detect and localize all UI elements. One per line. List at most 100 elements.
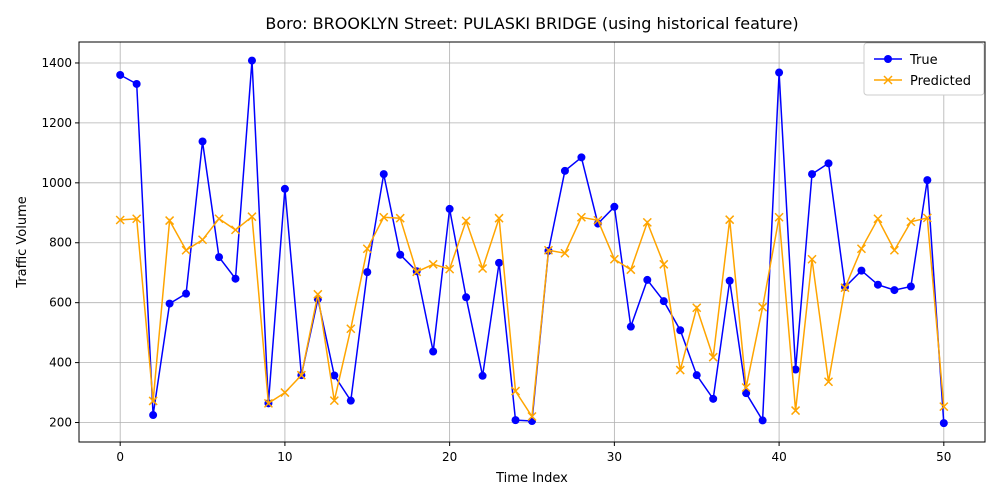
series-group [115,56,949,428]
data-point-predicted [692,303,702,313]
data-point-true [116,70,125,79]
data-point-true [478,371,487,380]
data-point-predicted [774,212,784,222]
legend: True Predicted [863,42,985,96]
data-point-predicted [148,396,158,406]
data-point-predicted [560,248,570,258]
axis-ticks: 0 10 20 30 40 50 200 400 600 800 1000 1200 1400 [41,56,951,464]
data-point-predicted [445,264,455,274]
legend-true-marker [884,55,892,63]
y-tick-label: 200 [49,416,72,430]
data-point-true [775,68,784,77]
series-predicted [115,212,949,422]
data-point-true [182,289,191,298]
data-point-true [725,276,734,285]
y-tick-label: 1200 [41,116,72,130]
data-point-predicted [329,396,339,406]
data-point-predicted [379,212,389,222]
data-point-predicted [510,386,521,396]
data-point-true [379,170,388,179]
data-point-predicted [626,265,636,275]
data-point-true [692,371,701,380]
y-tick-label: 1400 [41,56,72,70]
data-point-true [791,365,800,374]
data-point-predicted [609,254,619,264]
data-point-predicted [642,217,652,227]
data-point-predicted [906,217,916,227]
data-point-predicted [725,215,735,225]
data-point-predicted [576,212,586,222]
x-tick-label: 0 [116,450,124,464]
legend-predicted-marker [883,75,893,85]
data-point-true [643,275,652,284]
x-tick-label: 30 [607,450,622,464]
data-point-true [495,258,504,267]
x-tick-label: 20 [442,450,457,464]
y-tick-label: 800 [49,236,72,250]
data-point-true [923,176,932,185]
data-point-predicted [856,244,866,254]
data-point-true [560,166,569,175]
data-point-predicted [198,235,208,245]
data-point-predicted [543,245,554,255]
data-point-predicted [494,213,504,223]
data-point-true [445,204,454,213]
x-tick-label: 40 [771,450,786,464]
data-point-predicted [593,215,603,225]
series-true [116,56,948,428]
data-point-predicted [263,398,273,408]
data-point-predicted [873,214,883,224]
data-point-true [346,396,355,405]
data-point-predicted [115,215,125,225]
data-point-true [906,282,915,291]
data-point-predicted [214,214,224,224]
data-point-true [165,299,174,308]
data-point-true [528,417,536,426]
data-point-predicted [758,302,768,312]
data-point-true [462,293,471,302]
data-point-predicted [395,213,405,223]
data-point-true [330,371,339,380]
y-tick-label: 600 [49,296,72,310]
data-point-predicted [362,244,372,254]
data-point-true [939,419,948,428]
data-point-predicted [132,214,142,224]
data-point-predicted [478,263,488,274]
data-point-true [215,253,224,262]
data-point-predicted [313,289,323,299]
data-point-true [132,79,141,88]
data-point-predicted [791,406,801,416]
data-point-true [280,184,289,193]
data-point-true [890,286,899,295]
data-point-predicted [659,259,669,269]
data-point-predicted [280,388,290,398]
data-point-true [198,137,207,146]
y-tick-label: 1000 [41,176,72,190]
data-point-true [742,389,751,398]
plot-area-frame [78,41,986,443]
data-point-true [429,347,438,356]
series-line-true [119,60,945,424]
data-point-predicted [840,283,850,293]
data-point-predicted [939,402,949,412]
data-point-true [511,416,520,425]
data-point-predicted [428,259,438,269]
data-point-true [709,394,718,403]
data-point-predicted [461,216,471,226]
data-point-true [610,202,619,211]
data-point-predicted [807,254,817,264]
chart-title: Boro: BROOKLYN Street: PULASKI BRIDGE (u… [265,14,798,33]
data-point-predicted [346,324,356,334]
data-point-predicted [230,225,241,235]
data-point-predicted [741,382,751,392]
x-tick-label: 10 [277,450,292,464]
data-point-true [626,322,635,331]
data-point-true [808,170,817,179]
data-point-true [247,56,256,65]
data-point-true [149,411,158,420]
data-point-true [873,280,882,289]
data-point-predicted [708,352,718,362]
x-tick-label: 50 [936,450,951,464]
